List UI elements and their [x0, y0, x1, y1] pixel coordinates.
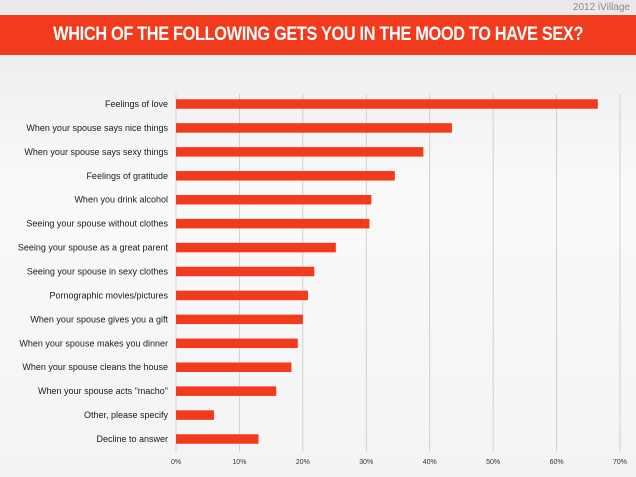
- x-tick-label: 30%: [359, 459, 373, 466]
- category-label: Feelings of love: [105, 99, 168, 109]
- bar: [176, 147, 424, 157]
- x-tick-label: 20%: [296, 459, 310, 466]
- category-label: Feelings of gratitude: [86, 171, 168, 181]
- x-tick-label: 60%: [550, 459, 564, 466]
- category-label: Seeing your spouse as a great parent: [18, 243, 169, 253]
- x-tick-label: 40%: [423, 459, 437, 466]
- category-label: Seeing your spouse in sexy clothes: [27, 267, 169, 277]
- bar: [176, 362, 292, 372]
- bar: [176, 314, 303, 325]
- title-banner: WHICH OF THE FOLLOWING GETS YOU IN THE M…: [0, 15, 636, 55]
- bar: [176, 194, 372, 205]
- copyright-credit: 2012 iVillage: [572, 2, 630, 13]
- bar: [176, 338, 298, 349]
- x-tick-label: 0%: [171, 459, 181, 466]
- bar: [176, 266, 315, 277]
- category-label: When your spouse says sexy things: [24, 147, 168, 157]
- category-label: Seeing your spouse without clothes: [26, 219, 168, 229]
- bar: [176, 434, 259, 444]
- category-label: When your spouse says nice things: [26, 123, 168, 133]
- category-label: Pornographic movies/pictures: [49, 290, 168, 300]
- bar: [176, 290, 308, 301]
- category-label: When you drink alcohol: [74, 195, 168, 205]
- category-label: Other, please specify: [84, 410, 169, 420]
- category-labels: Feelings of love When your spouse says ni…: [18, 99, 169, 444]
- bar: [176, 171, 395, 181]
- bar: [176, 242, 336, 253]
- bars: [176, 99, 598, 444]
- category-label: When your spouse acts "macho": [38, 386, 168, 396]
- x-tick-label: 70%: [613, 459, 627, 466]
- category-label: When your spouse gives you a gift: [30, 314, 168, 324]
- x-tick-label: 50%: [486, 459, 500, 466]
- x-tick-label: 10%: [232, 459, 246, 466]
- bar: [176, 218, 370, 229]
- x-tick-labels: 0% 10% 20% 30% 40% 50% 60% 70%: [171, 459, 627, 466]
- bar: [176, 123, 452, 133]
- chart-title: WHICH OF THE FOLLOWING GETS YOU IN THE M…: [53, 24, 583, 45]
- bar: [176, 410, 215, 420]
- category-label: When your spouse makes you dinner: [19, 338, 168, 348]
- bar: [176, 99, 598, 109]
- bar: [176, 386, 277, 396]
- category-label: When your spouse cleans the house: [22, 362, 168, 372]
- category-label: Decline to answer: [96, 434, 168, 444]
